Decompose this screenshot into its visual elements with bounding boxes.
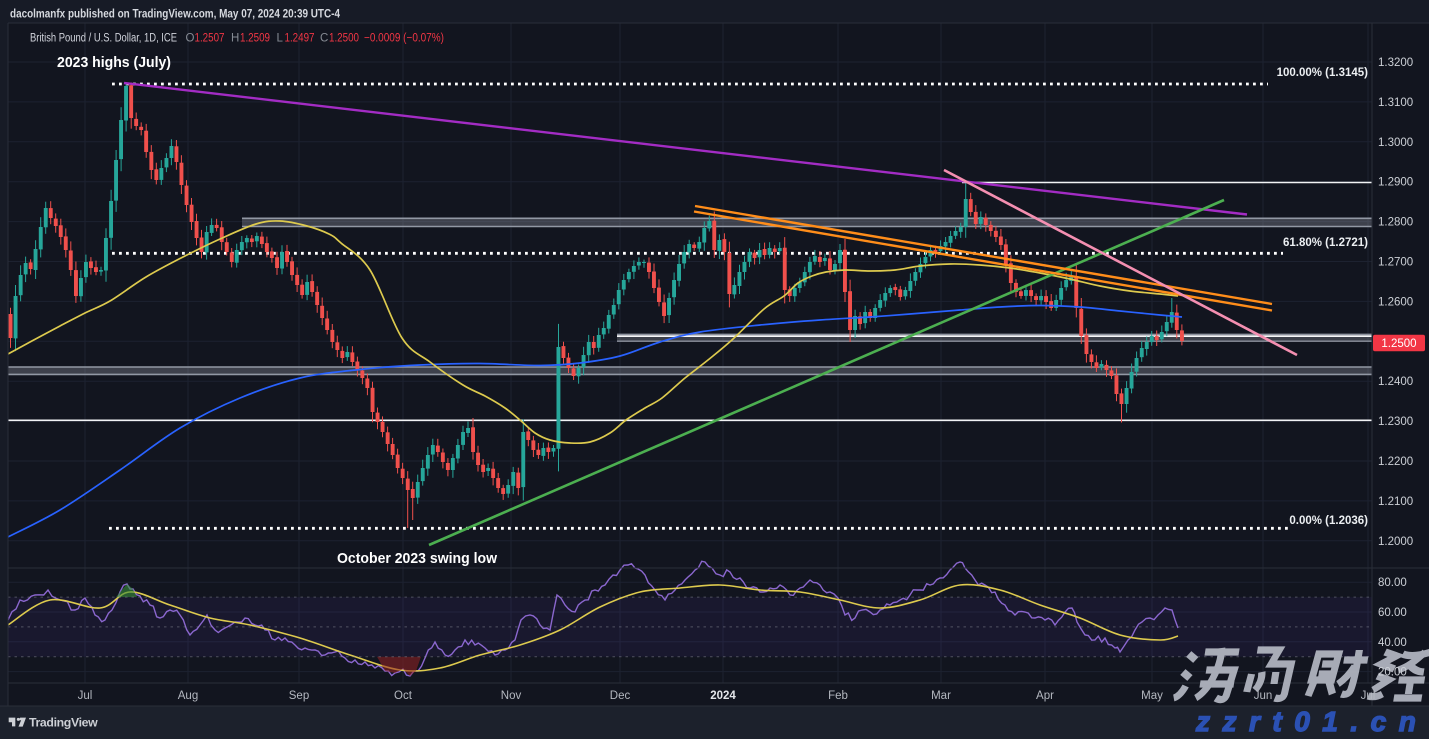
svg-text:dacolmanfx published on Tradin: dacolmanfx published on TradingView.com,… (10, 7, 340, 21)
svg-text:1.2400: 1.2400 (1378, 376, 1413, 388)
svg-text:60.00: 60.00 (1378, 607, 1407, 619)
svg-text:−0.0009 (−0.07%): −0.0009 (−0.07%) (364, 33, 444, 45)
svg-text:0.00% (1.2036): 0.00% (1.2036) (1289, 515, 1368, 527)
svg-text:Aug: Aug (178, 690, 198, 702)
svg-text:40.00: 40.00 (1378, 637, 1407, 649)
svg-text:1.2800: 1.2800 (1378, 217, 1413, 229)
svg-text:100.00% (1.3145): 100.00% (1.3145) (1277, 67, 1369, 79)
svg-text:1.2300: 1.2300 (1378, 416, 1413, 428)
svg-text:1.3000: 1.3000 (1378, 137, 1413, 149)
svg-text:1.2600: 1.2600 (1378, 296, 1413, 308)
svg-text:1.2509: 1.2509 (240, 33, 270, 45)
svg-text:Jun: Jun (1254, 690, 1273, 702)
svg-text:1.2700: 1.2700 (1378, 257, 1413, 269)
svg-text:1.2497: 1.2497 (285, 33, 315, 45)
svg-text:1.3200: 1.3200 (1378, 57, 1413, 69)
svg-text:C: C (320, 33, 328, 45)
svg-text:Mar: Mar (931, 690, 951, 702)
svg-text:1.3100: 1.3100 (1378, 97, 1413, 109)
svg-text:May: May (1141, 690, 1163, 702)
svg-text:Dec: Dec (610, 690, 631, 702)
svg-text:Jul: Jul (1361, 690, 1376, 702)
svg-text:1.2500: 1.2500 (1381, 338, 1416, 350)
svg-text:1.2000: 1.2000 (1378, 536, 1413, 548)
svg-text:1.2200: 1.2200 (1378, 456, 1413, 468)
svg-text:20.00: 20.00 (1378, 667, 1407, 679)
svg-text:zzrt01.cn: zzrt01.cn (1195, 706, 1428, 737)
svg-text:1.2500: 1.2500 (329, 33, 359, 45)
svg-text:1.2900: 1.2900 (1378, 177, 1413, 189)
svg-text:TradingView: TradingView (29, 716, 98, 730)
svg-text:Oct: Oct (394, 690, 413, 702)
svg-text:H: H (231, 33, 239, 45)
svg-text:1.2100: 1.2100 (1378, 496, 1413, 508)
svg-text:1.2507: 1.2507 (195, 33, 225, 45)
svg-text:O: O (186, 33, 195, 45)
svg-text:Feb: Feb (828, 690, 848, 702)
svg-text:Nov: Nov (501, 690, 522, 702)
svg-text:2024: 2024 (710, 690, 736, 702)
svg-text:L: L (277, 33, 284, 45)
svg-text:80.00: 80.00 (1378, 577, 1407, 589)
svg-text:October 2023 swing low: October 2023 swing low (337, 550, 497, 567)
svg-text:Jul: Jul (78, 690, 93, 702)
svg-text:2023 highs (July): 2023 highs (July) (57, 54, 171, 71)
svg-text:Sep: Sep (289, 690, 309, 702)
svg-text:British Pound / U.S. Dollar, 1: British Pound / U.S. Dollar, 1D, ICE (30, 33, 177, 45)
svg-text:Apr: Apr (1036, 690, 1054, 702)
svg-text:61.80% (1.2721): 61.80% (1.2721) (1283, 237, 1368, 249)
